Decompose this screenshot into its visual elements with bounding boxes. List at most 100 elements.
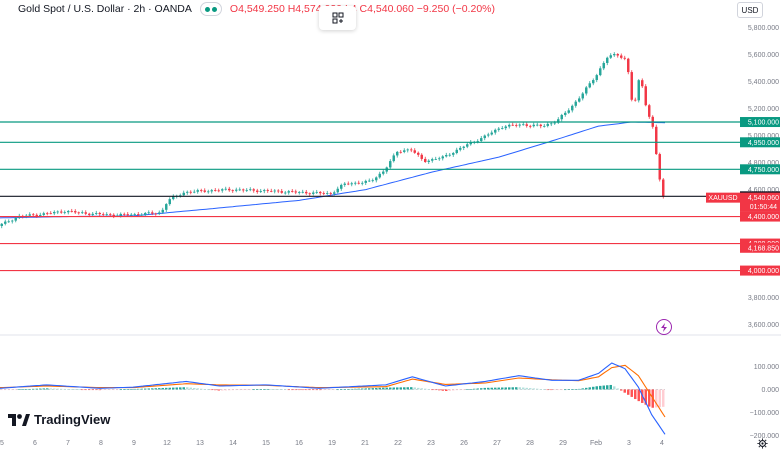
macd-histogram-bar	[7, 389, 10, 391]
market-open-icon	[204, 6, 210, 12]
candle-body	[298, 192, 301, 193]
macd-histogram-bar	[301, 389, 304, 391]
tradingview-logo[interactable]: TradingView	[8, 412, 110, 427]
macd-histogram-bar	[235, 389, 238, 391]
candle-body	[364, 180, 367, 183]
candle-body	[147, 212, 150, 214]
candle-body	[455, 149, 458, 154]
macd-histogram-bar	[392, 387, 395, 390]
macd-histogram-bar	[616, 388, 619, 390]
macd-y-tick-label: −100.000	[750, 410, 779, 417]
macd-histogram-bar	[151, 388, 154, 390]
candle-body	[151, 212, 154, 214]
x-tick-label: 16	[295, 440, 303, 447]
candle-body	[501, 128, 504, 129]
macd-histogram-bar	[133, 388, 136, 390]
candle-body	[427, 160, 430, 162]
macd-histogram-bar	[571, 389, 574, 390]
price-extra-tag	[740, 242, 780, 253]
macd-histogram-bar	[644, 389, 647, 405]
candle-body	[46, 213, 49, 215]
x-tick-label: 9	[132, 440, 136, 447]
candle-body	[56, 211, 59, 213]
candle-body	[49, 213, 52, 215]
macd-histogram-bar	[70, 389, 73, 390]
candle-body	[539, 124, 542, 127]
macd-histogram-bar	[228, 389, 231, 391]
macd-histogram-bar	[329, 389, 332, 391]
macd-histogram-bar	[242, 389, 245, 391]
macd-histogram-bar	[592, 386, 595, 390]
macd-histogram-bar	[501, 387, 504, 390]
macd-histogram-bar	[333, 389, 336, 391]
macd-histogram-bar	[438, 389, 441, 391]
market-status-badge[interactable]	[199, 2, 222, 16]
macd-histogram-bar	[147, 388, 150, 390]
symbol-title[interactable]: Gold Spot / U.S. Dollar · 2h · OANDA	[18, 3, 192, 15]
candle-body	[588, 83, 591, 88]
macd-histogram-bar	[595, 386, 598, 390]
macd-histogram-bar	[368, 388, 371, 390]
candle-body	[200, 190, 203, 191]
x-tick-label: 8	[99, 440, 103, 447]
macd-histogram-bar	[196, 388, 199, 390]
macd-histogram-bar	[88, 389, 91, 391]
countdown-label: 01:50:44	[750, 204, 777, 211]
candle-body	[448, 154, 451, 156]
macd-histogram-bar	[578, 388, 581, 390]
candle-body	[112, 214, 115, 217]
macd-histogram-bar	[102, 389, 105, 391]
candle-body	[91, 213, 94, 215]
candle-body	[361, 182, 364, 184]
x-tick-label: 23	[427, 440, 435, 447]
candle-body	[620, 55, 623, 58]
layout-grid-button[interactable]	[319, 6, 356, 30]
macd-histogram-bar	[186, 387, 189, 390]
settings-gear-icon[interactable]	[757, 438, 768, 449]
candle-body	[525, 124, 528, 126]
macd-histogram-bar	[224, 389, 227, 391]
macd-histogram-bar	[350, 388, 353, 390]
macd-histogram-bar	[420, 388, 423, 390]
macd-histogram-bar	[410, 387, 413, 390]
macd-histogram-bar	[123, 389, 126, 390]
macd-histogram-bar	[4, 389, 7, 391]
macd-histogram-bar	[476, 388, 479, 390]
lightning-alert-icon[interactable]	[656, 319, 672, 335]
macd-histogram-bar	[473, 388, 476, 390]
price-level-tag	[740, 117, 780, 128]
candle-body	[280, 191, 283, 193]
candle-body	[168, 199, 171, 205]
candle-body	[581, 93, 584, 99]
macd-histogram-bar	[42, 388, 45, 390]
macd-histogram-bar	[207, 389, 210, 391]
candle-body	[343, 183, 346, 185]
symbol-tag-label: XAUUSD	[708, 195, 737, 202]
candle-body	[172, 196, 175, 200]
candle-body	[637, 80, 640, 101]
macd-histogram-bar	[266, 389, 269, 390]
candle-body	[308, 193, 311, 195]
candle-body	[574, 101, 577, 106]
macd-histogram-bar	[165, 387, 168, 390]
macd-histogram-bar	[378, 387, 381, 390]
macd-histogram-bar	[119, 389, 122, 391]
candle-body	[347, 183, 350, 185]
macd-histogram-bar	[546, 389, 549, 391]
candle-body	[413, 150, 416, 153]
macd-histogram-bar	[399, 387, 402, 390]
candle-body	[536, 124, 539, 126]
macd-histogram-bar	[74, 389, 77, 390]
candle-body	[252, 189, 255, 191]
candle-body	[312, 192, 315, 194]
macd-histogram-bar	[91, 389, 94, 391]
macd-histogram-bar	[112, 389, 115, 391]
x-tick-label: 29	[559, 440, 567, 447]
macd-histogram-bar	[361, 388, 364, 390]
macd-histogram-bar	[431, 389, 434, 391]
candle-body	[532, 124, 535, 127]
candle-body	[4, 221, 7, 224]
macd-histogram-bar	[39, 388, 42, 390]
currency-button[interactable]: USD	[737, 2, 763, 18]
